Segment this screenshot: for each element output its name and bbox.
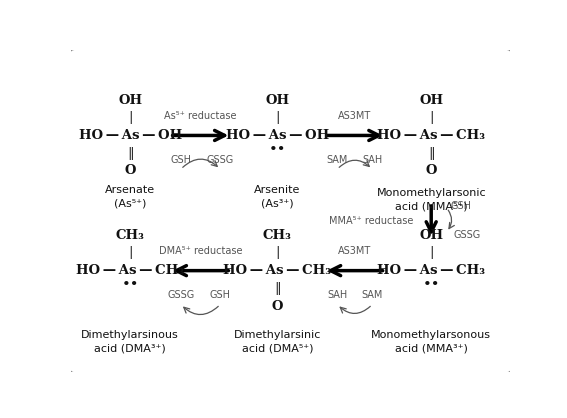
FancyBboxPatch shape bbox=[69, 48, 513, 374]
Text: Arsenite: Arsenite bbox=[254, 185, 301, 195]
Text: GSSG: GSSG bbox=[453, 230, 480, 240]
Text: |: | bbox=[429, 111, 433, 124]
Text: HO — As — OH: HO — As — OH bbox=[79, 129, 182, 142]
Text: (As⁵⁺): (As⁵⁺) bbox=[114, 199, 146, 209]
Text: GSH: GSH bbox=[451, 201, 472, 211]
Text: |: | bbox=[429, 247, 433, 260]
Text: ••: •• bbox=[422, 278, 440, 292]
Text: acid (MMA³⁺): acid (MMA³⁺) bbox=[395, 344, 468, 354]
Text: ‖: ‖ bbox=[127, 147, 133, 160]
Text: SAH: SAH bbox=[327, 290, 348, 300]
Text: ‖: ‖ bbox=[274, 282, 281, 295]
Text: ‖: ‖ bbox=[428, 147, 434, 160]
Text: OH: OH bbox=[118, 94, 142, 107]
Text: SAM: SAM bbox=[327, 155, 348, 165]
Text: OH: OH bbox=[419, 94, 443, 107]
Text: GSH: GSH bbox=[170, 155, 191, 165]
Text: ••: •• bbox=[121, 278, 139, 292]
Text: CH₃: CH₃ bbox=[116, 229, 145, 242]
Text: SAH: SAH bbox=[362, 155, 383, 165]
Text: SAM: SAM bbox=[362, 290, 383, 300]
Text: Dimethylarsinic: Dimethylarsinic bbox=[234, 330, 321, 340]
Text: Dimethylarsinous: Dimethylarsinous bbox=[81, 330, 179, 340]
Text: O: O bbox=[124, 164, 136, 177]
Text: HO — As — CH₃: HO — As — CH₃ bbox=[377, 129, 485, 142]
Text: CH₃: CH₃ bbox=[263, 229, 292, 242]
Text: ••: •• bbox=[269, 143, 286, 157]
Text: HO — As — CH₃: HO — As — CH₃ bbox=[377, 264, 485, 277]
Text: MMA⁵⁺ reductase: MMA⁵⁺ reductase bbox=[329, 216, 413, 226]
Text: Monomethylarsonic: Monomethylarsonic bbox=[376, 189, 486, 199]
Text: acid (MMA⁵⁺): acid (MMA⁵⁺) bbox=[395, 202, 468, 212]
Text: HO — As — CH₃: HO — As — CH₃ bbox=[76, 264, 184, 277]
Text: O: O bbox=[272, 300, 283, 313]
Text: AS3MT: AS3MT bbox=[338, 246, 371, 256]
Text: DMA⁵⁺ reductase: DMA⁵⁺ reductase bbox=[159, 246, 242, 256]
Text: OH: OH bbox=[265, 94, 290, 107]
Text: O: O bbox=[425, 164, 437, 177]
Text: (As³⁺): (As³⁺) bbox=[261, 199, 294, 209]
Text: Arsenate: Arsenate bbox=[105, 185, 155, 195]
Text: |: | bbox=[275, 111, 280, 124]
Text: GSSG: GSSG bbox=[167, 290, 194, 300]
Text: Monomethylarsonous: Monomethylarsonous bbox=[371, 330, 491, 340]
Text: acid (DMA⁵⁺): acid (DMA⁵⁺) bbox=[242, 344, 313, 354]
Text: As⁵⁺ reductase: As⁵⁺ reductase bbox=[164, 111, 237, 121]
Text: HO — As — CH₃: HO — As — CH₃ bbox=[223, 264, 331, 277]
Text: |: | bbox=[128, 247, 133, 260]
Text: HO — As — OH: HO — As — OH bbox=[226, 129, 329, 142]
Text: |: | bbox=[128, 111, 133, 124]
Text: OH: OH bbox=[419, 229, 443, 242]
Text: GSSG: GSSG bbox=[206, 155, 234, 165]
Text: acid (DMA³⁺): acid (DMA³⁺) bbox=[94, 344, 166, 354]
Text: |: | bbox=[275, 247, 280, 260]
Text: GSH: GSH bbox=[210, 290, 231, 300]
Text: AS3MT: AS3MT bbox=[338, 111, 371, 121]
